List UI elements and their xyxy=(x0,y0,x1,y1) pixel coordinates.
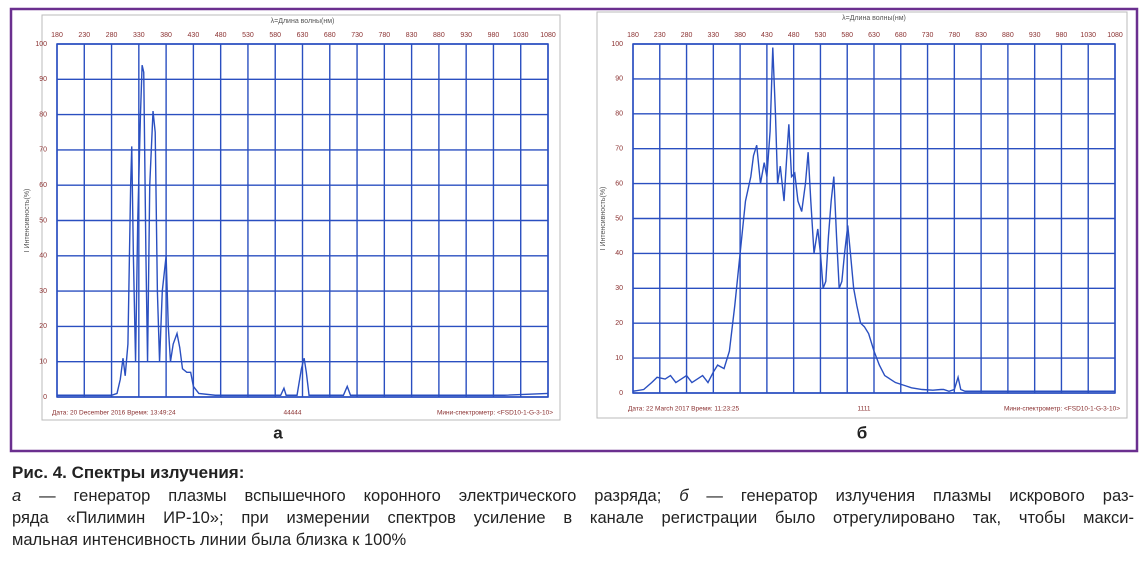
x-tick-label: 230 xyxy=(654,32,666,39)
caption: Рис. 4. Спектры излучения: а — генератор… xyxy=(12,461,1134,551)
x-tick-label: 330 xyxy=(707,32,719,39)
x-tick-label: 380 xyxy=(160,32,172,39)
y-tick-label: 30 xyxy=(615,285,623,292)
y-tick-label: 80 xyxy=(39,111,47,118)
caption-line: мальная интенсивность линии была близка … xyxy=(12,529,1134,551)
panel-label: б xyxy=(857,423,868,442)
y-tick-label: 0 xyxy=(619,390,623,397)
footer-sample: 44444 xyxy=(283,410,301,417)
caption-line: а — генератор плазмы вспышечного коронно… xyxy=(12,485,1134,507)
caption-text: — генератор излучения плазмы искрового р… xyxy=(688,487,1134,505)
x-tick-label: 330 xyxy=(133,32,145,39)
x-tick-label: 630 xyxy=(297,32,309,39)
x-tick-label: 280 xyxy=(106,32,118,39)
y-tick-label: 70 xyxy=(39,147,47,154)
caption-text: ряда «Пилимин ИР-10»; при измерении спек… xyxy=(12,509,1134,527)
y-tick-label: 50 xyxy=(39,217,47,224)
y-tick-label: 30 xyxy=(39,288,47,295)
spectrum-line xyxy=(57,65,549,396)
x-tick-label: 580 xyxy=(841,32,853,39)
y-tick-label: 100 xyxy=(35,41,47,48)
x-tick-label: 680 xyxy=(324,32,336,39)
x-tick-label: 530 xyxy=(815,32,827,39)
x-tick-label: 1080 xyxy=(540,32,556,39)
x-tick-label: 230 xyxy=(78,32,90,39)
x-tick-label: 730 xyxy=(922,32,934,39)
footer-date: Дата: 22 March 2017 Время: 11:23:25 xyxy=(628,406,740,413)
footer-date: Дата: 20 December 2016 Время: 13:49:24 xyxy=(52,410,176,417)
x-tick-label: 530 xyxy=(242,32,254,39)
caption-line: ряда «Пилимин ИР-10»; при измерении спек… xyxy=(12,507,1134,529)
y-tick-label: 60 xyxy=(615,180,623,187)
y-tick-label: 50 xyxy=(615,215,623,222)
chart: 0 10 20 30 40 50 60 70 80 90 100 180 230 280 330 380 430… xyxy=(24,14,561,442)
footer-device: Мини-спектрометр: <FSD10-1-G-3-10> xyxy=(1004,406,1120,413)
x-tick-label: 880 xyxy=(433,32,445,39)
x-axis-label: λ=Длина волны(нм) xyxy=(271,18,335,25)
x-tick-label: 930 xyxy=(460,32,472,39)
x-tick-label: 430 xyxy=(188,32,200,39)
caption-text: — генератор плазмы вспышечного коронного… xyxy=(21,487,680,505)
x-tick-label: 480 xyxy=(215,32,227,39)
y-tick-label: 90 xyxy=(615,76,623,83)
x-tick-label: 730 xyxy=(351,32,363,39)
x-tick-label: 930 xyxy=(1029,32,1041,39)
figure-border xyxy=(9,7,1139,453)
x-tick-label: 580 xyxy=(269,32,281,39)
y-tick-label: 0 xyxy=(43,394,47,401)
x-tick-label: 980 xyxy=(488,32,500,39)
y-tick-label: 80 xyxy=(615,111,623,118)
x-tick-label: 680 xyxy=(895,32,907,39)
x-tick-label: 830 xyxy=(406,32,418,39)
caption-title: Рис. 4. Спектры излучения: xyxy=(12,463,245,482)
y-tick-label: 20 xyxy=(39,323,47,330)
panel-label: а xyxy=(273,423,283,442)
x-tick-label: 830 xyxy=(975,32,987,39)
caption-text: а xyxy=(12,487,22,505)
x-tick-label: 780 xyxy=(948,32,960,39)
y-axis-label: I Интенсивность(%) xyxy=(600,187,607,251)
footer-device: Мини-спектрометр: <FSD10-1-G-3-10> xyxy=(437,410,553,417)
x-tick-label: 280 xyxy=(681,32,693,39)
y-tick-label: 40 xyxy=(39,253,47,260)
y-tick-label: 10 xyxy=(615,355,623,362)
y-tick-label: 100 xyxy=(611,41,623,48)
x-tick-label: 1030 xyxy=(513,32,529,39)
y-tick-label: 70 xyxy=(615,146,623,153)
y-tick-label: 20 xyxy=(615,320,623,327)
x-tick-label: 480 xyxy=(788,32,800,39)
x-tick-label: 780 xyxy=(378,32,390,39)
x-tick-label: 980 xyxy=(1056,32,1068,39)
caption-text: мальная интенсивность линии была близка … xyxy=(12,531,407,549)
spectrum-line xyxy=(632,47,1115,392)
y-tick-label: 60 xyxy=(39,182,47,189)
x-tick-label: 1030 xyxy=(1080,32,1096,39)
x-tick-label: 180 xyxy=(627,32,639,39)
x-tick-label: 430 xyxy=(761,32,773,39)
x-tick-label: 630 xyxy=(868,32,880,39)
y-tick-label: 10 xyxy=(39,359,47,366)
caption-text: б xyxy=(679,487,689,505)
y-tick-label: 40 xyxy=(615,250,623,257)
x-tick-label: 1080 xyxy=(1107,32,1123,39)
x-tick-label: 880 xyxy=(1002,32,1014,39)
y-axis-label: I Интенсивность(%) xyxy=(24,189,31,253)
y-tick-label: 90 xyxy=(39,76,47,83)
x-tick-label: 180 xyxy=(51,32,63,39)
footer-sample: 1111 xyxy=(857,406,870,413)
x-tick-label: 380 xyxy=(734,32,746,39)
chart: 0 10 20 30 40 50 60 70 80 90 100 180 230 280 330 380 430… xyxy=(596,11,1128,442)
x-axis-label: λ=Длина волны(нм) xyxy=(842,15,906,22)
